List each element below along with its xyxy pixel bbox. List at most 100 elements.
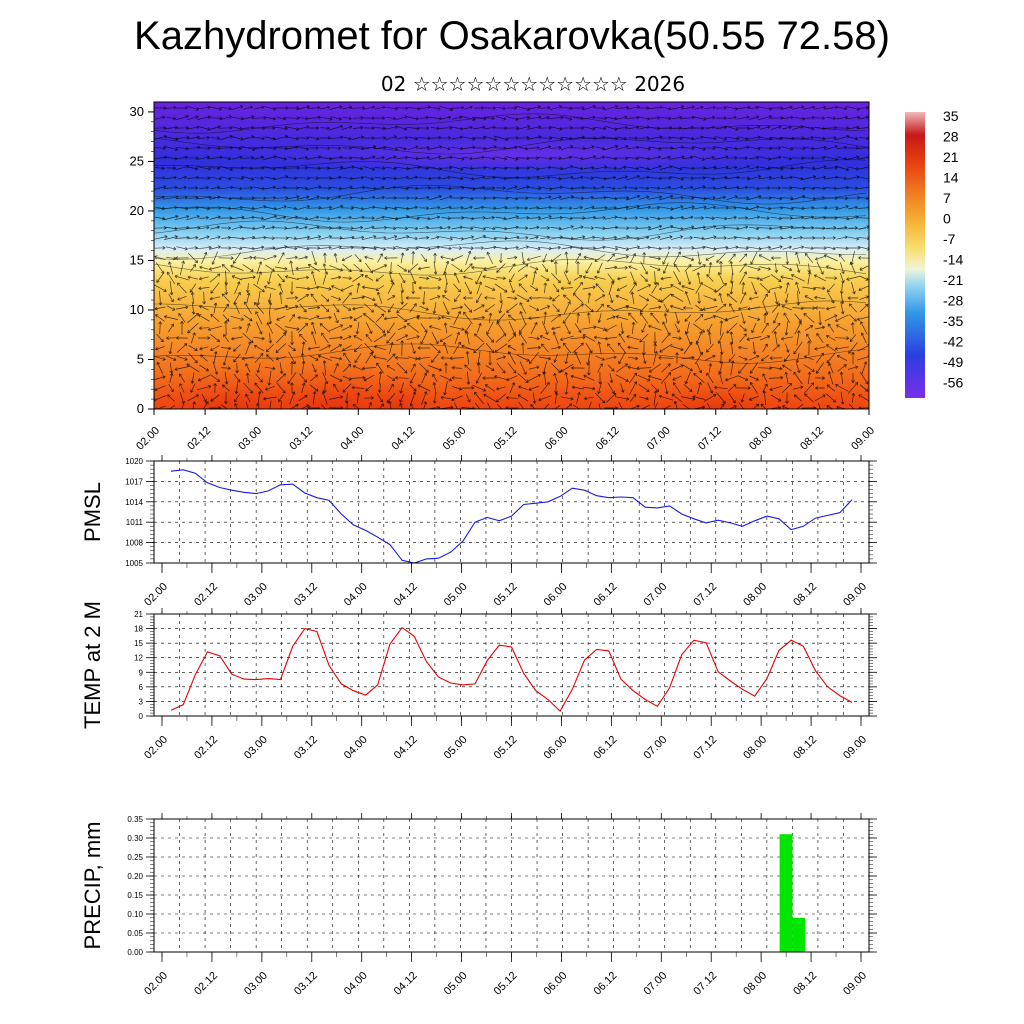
y-tick-label: 6 <box>139 683 144 692</box>
x-tick-label: 06.00 <box>543 425 571 453</box>
x-tick-label: 02.12 <box>185 425 213 453</box>
x-tick-label: 02.12 <box>192 581 220 609</box>
x-tick-label: 03.12 <box>292 970 320 998</box>
x-tick-label: 03.12 <box>287 425 315 453</box>
temp-2m-panel: 0 3 6 9 12 15 18 21 02.00 02.12 03.00 03.12 04.00 04.… <box>80 601 877 762</box>
x-tick-label: 02.00 <box>134 425 162 453</box>
y-tick-label: 18 <box>134 625 143 634</box>
x-tick-label: 04.12 <box>392 970 420 998</box>
y-tick-label: 0.15 <box>127 891 143 900</box>
x-tick-label: 05.00 <box>441 425 469 453</box>
x-tick-label: 08.00 <box>741 734 769 762</box>
x-tick-label: 06.00 <box>542 970 570 998</box>
y-tick-label: 5 <box>137 351 144 366</box>
x-tick-label: 02.00 <box>142 734 170 762</box>
colorbar-label: -28 <box>943 293 963 309</box>
x-tick-label: 02.00 <box>142 970 170 998</box>
x-tick-label: 06.12 <box>592 581 620 609</box>
page-title: Kazhydromet for Osakarovka(50.55 72.58) <box>134 14 890 58</box>
colorbar-label: -21 <box>943 272 963 288</box>
x-tick-label: 07.00 <box>645 425 673 453</box>
x-tick-label: 03.00 <box>236 425 264 453</box>
y-tick-label: 1014 <box>125 498 143 507</box>
contour-line <box>154 258 867 276</box>
x-tick-label: 07.12 <box>691 581 719 609</box>
x-tick-label: 04.12 <box>392 581 420 609</box>
precip-bar <box>792 917 806 952</box>
y-tick-label: 21 <box>134 610 143 619</box>
y-tick-label: 0.25 <box>127 853 143 862</box>
colorbar: 35 28 21 14 7 0 -7 -14 -21 -28 -35 -42 -49 -56 <box>905 108 963 398</box>
series-line <box>170 469 853 564</box>
contour-line <box>154 137 867 155</box>
x-tick-label: 02.00 <box>142 581 170 609</box>
x-tick-label: 04.12 <box>392 734 420 762</box>
x-tick-label: 08.00 <box>741 581 769 609</box>
x-tick-label: 04.00 <box>338 425 366 453</box>
y-tick-label: 0.35 <box>127 815 143 824</box>
y-tick-label: 1017 <box>125 477 143 486</box>
cross-section-field <box>154 102 869 409</box>
y-tick-label: 0.05 <box>127 929 143 938</box>
y-tick-label: 15 <box>130 252 144 267</box>
x-tick-label: 08.12 <box>798 425 826 453</box>
precip-panel: 0.00 0.05 0.10 0.15 0.20 0.25 0.30 0.35 02.00 02.… <box>80 813 877 998</box>
colorbar-label: -42 <box>943 334 963 350</box>
y-tick-label: 25 <box>130 153 144 168</box>
wind-vectors <box>154 104 869 409</box>
colorbar-label: -14 <box>943 252 963 268</box>
x-tick-label: 08.12 <box>791 734 819 762</box>
y-tick-label: 0 <box>139 712 144 721</box>
x-tick-label: 09.00 <box>841 970 869 998</box>
colorbar-label: -49 <box>943 354 963 370</box>
x-tick-label: 09.00 <box>841 734 869 762</box>
colorbar-label: -35 <box>943 313 963 329</box>
colorbar-label: 7 <box>943 190 951 206</box>
contour-line <box>154 202 867 223</box>
x-tick-label: 05.00 <box>442 581 470 609</box>
y-tick-label: 1008 <box>125 539 143 548</box>
contour-line <box>154 184 867 205</box>
y-tick-label: 1005 <box>125 559 143 568</box>
contour-line <box>154 159 867 178</box>
x-tick-label: 03.12 <box>292 734 320 762</box>
x-tick-label: 04.12 <box>390 425 418 453</box>
page-subtitle: 02 ☆☆☆☆☆☆☆☆☆☆☆☆ 2026 <box>380 72 686 96</box>
x-tick-label: 07.00 <box>641 581 669 609</box>
y-axis-title: TEMP at 2 M <box>80 601 105 729</box>
x-tick-label: 04.00 <box>342 734 370 762</box>
x-tick-label: 09.00 <box>841 581 869 609</box>
x-tick-label: 06.12 <box>592 970 620 998</box>
x-tick-label: 02.12 <box>192 970 220 998</box>
y-tick-label: 0 <box>137 401 144 416</box>
x-tick-label: 04.00 <box>342 581 370 609</box>
x-tick-label: 05.12 <box>492 581 520 609</box>
upper-band <box>240 137 800 173</box>
y-tick-label: 0.20 <box>127 872 143 881</box>
contour-line <box>154 113 867 134</box>
x-tick-label: 05.12 <box>492 970 520 998</box>
precip-bar <box>779 834 793 952</box>
x-tick-label: 06.12 <box>592 734 620 762</box>
x-tick-label: 03.00 <box>242 734 270 762</box>
y-tick-label: 1011 <box>126 518 144 527</box>
x-tick-label: 08.12 <box>791 970 819 998</box>
x-tick-label: 08.12 <box>791 581 819 609</box>
colorbar-label: 0 <box>943 211 951 227</box>
y-axis-title: PRECIP, mm <box>80 822 105 950</box>
y-tick-label: 0.30 <box>127 834 143 843</box>
x-tick-label: 03.00 <box>242 970 270 998</box>
temperature-contours <box>154 113 867 364</box>
y-tick-label: 1020 <box>125 457 143 466</box>
x-tick-label: 05.00 <box>442 734 470 762</box>
x-tick-label: 07.00 <box>641 970 669 998</box>
y-tick-label: 0.10 <box>127 910 143 919</box>
x-tick-label: 06.00 <box>542 734 570 762</box>
y-tick-label: 9 <box>139 668 144 677</box>
x-tick-label: 07.12 <box>691 734 719 762</box>
x-tick-label: 04.00 <box>342 970 370 998</box>
x-tick-label: 06.12 <box>594 425 622 453</box>
x-tick-label: 09.00 <box>849 425 877 453</box>
contour-line <box>154 240 867 260</box>
y-tick-label: 0.00 <box>127 948 143 957</box>
